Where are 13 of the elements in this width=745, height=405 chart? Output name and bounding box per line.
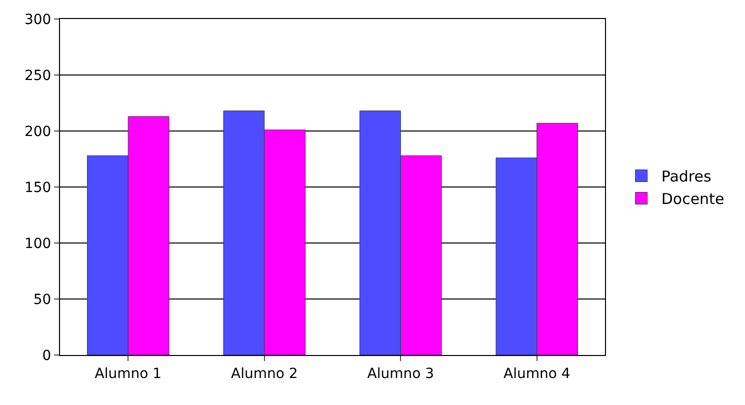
y-tick-label: 100 xyxy=(24,236,52,252)
x-tick-label: Alumno 1 xyxy=(94,366,162,382)
legend-label: Docente xyxy=(661,190,724,208)
y-tick-label: 150 xyxy=(24,180,52,196)
x-tick-label: Alumno 2 xyxy=(230,366,298,382)
y-tick-label: 300 xyxy=(24,12,52,28)
y-tick-label: 0 xyxy=(42,348,52,364)
x-tick-label: Alumno 3 xyxy=(367,366,434,382)
y-tick-label: 200 xyxy=(24,124,52,140)
y-tick-label: 50 xyxy=(33,292,52,308)
x-tick-label: Alumno 4 xyxy=(503,366,570,382)
legend-label: Padres xyxy=(661,168,712,186)
y-tick-label: 250 xyxy=(24,68,52,84)
